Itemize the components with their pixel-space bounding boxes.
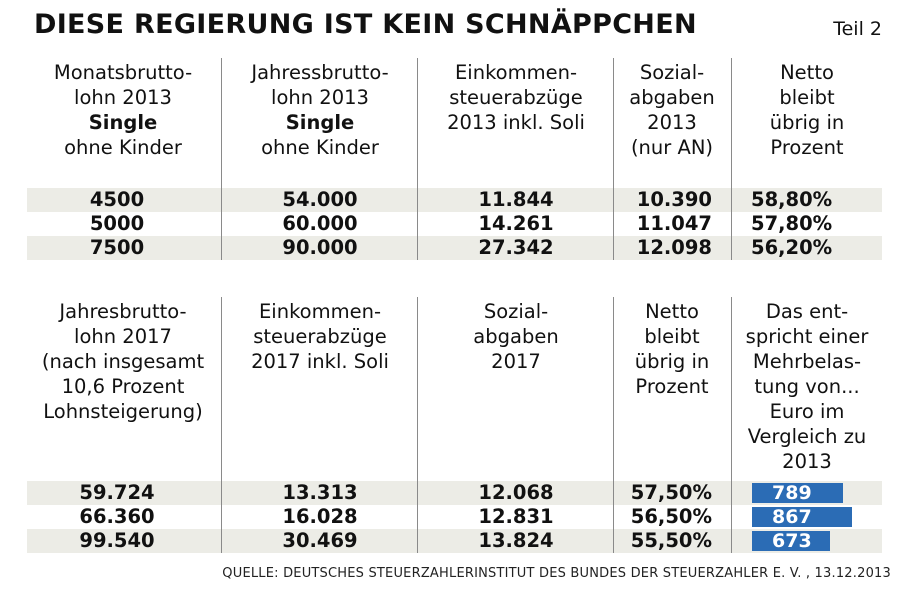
table-cell: 57,50% bbox=[630, 481, 712, 504]
table-cell: 56,20% bbox=[751, 236, 833, 259]
column-divider bbox=[613, 58, 614, 260]
table-cell: 14.261 bbox=[478, 212, 554, 235]
table-cell: 16.028 bbox=[282, 505, 358, 528]
table-cell: 58,80% bbox=[751, 188, 833, 211]
t1-header-income-tax: Einkommen- steuerabzüge 2013 inkl. Soli bbox=[447, 61, 585, 134]
data-bar bbox=[752, 483, 843, 503]
data-bar bbox=[752, 507, 852, 527]
part-label: Teil 2 bbox=[833, 18, 882, 40]
t1-header-annual-gross: Jahressbrutto- lohn 2013 Single ohne Kin… bbox=[251, 61, 389, 159]
t2-row-stripe bbox=[27, 481, 882, 505]
table-cell: 59.724 bbox=[79, 481, 155, 504]
column-divider bbox=[613, 297, 614, 553]
table-cell: 12.831 bbox=[478, 505, 554, 528]
t2-header-annual-gross-2017: Jahresbrutto- lohn 2017 (nach insgesamt … bbox=[41, 300, 205, 423]
t1-header-social-contrib: Sozial- abgaben 2013 (nur AN) bbox=[629, 61, 715, 159]
t1-row-stripe bbox=[27, 236, 882, 260]
t2-header-social-contrib-2017: Sozial- abgaben 2017 bbox=[473, 300, 559, 373]
table-cell: 11.047 bbox=[636, 212, 712, 235]
table-cell: 56,50% bbox=[630, 505, 712, 528]
table-cell: 11.844 bbox=[478, 188, 554, 211]
column-divider bbox=[731, 297, 732, 553]
chart-title: DIESE REGIERUNG IST KEIN SCHNÄPPCHEN bbox=[34, 9, 697, 40]
table-cell: 5000 bbox=[89, 212, 145, 235]
column-divider bbox=[731, 58, 732, 260]
table-cell: 55,50% bbox=[630, 529, 712, 552]
table-cell: 90.000 bbox=[282, 236, 358, 259]
column-divider bbox=[221, 297, 222, 553]
t2-header-net-percent: Netto bleibt übrig in Prozent bbox=[634, 300, 710, 398]
table-cell: 10.390 bbox=[636, 188, 712, 211]
t1-row-stripe bbox=[27, 188, 882, 212]
t1-header-net-percent: Netto bleibt übrig in Prozent bbox=[769, 61, 845, 159]
column-divider bbox=[417, 58, 418, 260]
data-label: 673 bbox=[772, 530, 812, 552]
table-cell: 54.000 bbox=[282, 188, 358, 211]
t2-header-extra-burden: Das ent- spricht einer Mehrbelas- tung v… bbox=[745, 300, 869, 473]
t2-header-income-tax-2017: Einkommen- steuerabzüge 2017 inkl. Soli bbox=[251, 300, 389, 373]
table-cell: 13.313 bbox=[282, 481, 358, 504]
table-cell: 60.000 bbox=[282, 212, 358, 235]
t2-row-stripe bbox=[27, 529, 882, 553]
table-cell: 4500 bbox=[89, 188, 145, 211]
table-cell: 99.540 bbox=[79, 529, 155, 552]
data-label: 789 bbox=[772, 482, 812, 504]
t1-header-monthly-gross: Monatsbrutto- lohn 2013 Single ohne Kind… bbox=[53, 61, 193, 159]
column-divider bbox=[221, 58, 222, 260]
table-cell: 57,80% bbox=[751, 212, 833, 235]
data-label: 867 bbox=[772, 506, 812, 528]
table-cell: 30.469 bbox=[282, 529, 358, 552]
table-cell: 66.360 bbox=[79, 505, 155, 528]
table-cell: 13.824 bbox=[478, 529, 554, 552]
table-cell: 12.068 bbox=[478, 481, 554, 504]
source-note: QUELLE: DEUTSCHES STEUERZAHLERINSTITUT D… bbox=[222, 566, 891, 581]
data-bar bbox=[752, 531, 830, 551]
table-cell: 12.098 bbox=[636, 236, 712, 259]
table-cell: 7500 bbox=[89, 236, 145, 259]
column-divider bbox=[417, 297, 418, 553]
table-cell: 27.342 bbox=[478, 236, 554, 259]
